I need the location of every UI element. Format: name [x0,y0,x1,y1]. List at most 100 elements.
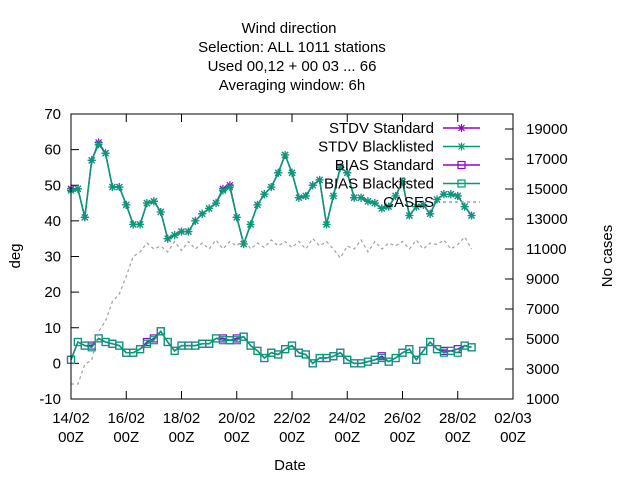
bias-standard-line [70,330,472,365]
stdv-blacklisted-point [398,177,407,186]
stdv-blacklisted-point [433,195,442,204]
stdv-blacklisted-point [391,191,400,200]
y-tick-label: 50 [44,177,61,194]
y2-tick-label: 11000 [526,241,567,258]
y2-tick-label: 15000 [526,181,568,198]
stdv-blacklisted-point [322,220,331,229]
stdv-blacklisted-point [267,183,276,192]
bias-blacklisted-point [260,353,269,363]
x-tick-label-time: 00Z [113,429,139,446]
stdv-blacklisted-point [260,190,269,199]
stdv-blacklisted-point [288,168,296,177]
stdv-blacklisted-point [232,213,241,222]
stdv-blacklisted-point [370,199,379,208]
stdv-blacklisted-point [281,150,290,159]
bias-blacklisted-point [163,337,172,347]
stdv-blacklisted-point [163,234,172,243]
bias-blacklisted-point [205,339,214,348]
y2-tick-label: 1000 [526,391,559,408]
y-tick-label: 20 [44,284,61,301]
legend-label: BIAS Standard [335,157,434,174]
bias-blacklisted-point [170,346,179,356]
bias-blacklisted-point [301,350,310,359]
title-line-2: Selection: ALL 1011 stations [198,39,386,56]
y-tick-label: 60 [44,142,61,159]
stdv-blacklisted-point [149,197,158,206]
stdv-blacklisted-point [467,211,476,220]
legend-marker [457,179,466,188]
stdv-blacklisted-point [357,193,366,202]
legend-label: STDV Standard [329,120,434,137]
x-axis-label: Date [274,457,306,474]
bias-blacklisted-point [419,346,428,356]
stdv-blacklisted-point [377,204,386,213]
stdv-blacklisted-point [122,200,131,209]
legend-label: STDV Blacklisted [318,139,434,156]
stdv-blacklisted-point [405,211,414,220]
x-tick-label-day: 20/02 [218,410,256,427]
stdv-blacklisted-point [87,156,96,165]
x-tick-label-day: 16/02 [107,410,145,427]
y-axis-label: deg [7,243,24,268]
legend-label: CASES [383,194,434,211]
legend-marker [457,160,466,170]
bias-blacklisted-point [287,341,297,350]
stdv-blacklisted-point [439,190,448,199]
stdv-blacklisted-point [205,204,214,213]
legend-marker [457,142,466,151]
bias-blacklisted-point [274,350,283,359]
bias-blacklisted-point [156,327,165,336]
stdv-blacklisted-point [446,190,455,199]
bias-blacklisted-line [70,330,472,365]
y2-tick-label: 19000 [526,121,568,138]
stdv-blacklisted-point [253,200,262,209]
stdv-blacklisted-point [301,191,310,200]
stdv-blacklisted-point [336,163,345,172]
bias-blacklisted-point [308,359,317,368]
legend-marker [457,124,466,132]
stdv-blacklisted-point [108,183,117,192]
x-tick-label-day: 22/02 [273,410,311,427]
stdv-blacklisted-point [225,183,234,192]
x-tick-label-day: 28/02 [439,410,477,427]
stdv-blacklisted-point [94,140,103,149]
x-tick-label-time: 00Z [390,429,416,446]
stdv-blacklisted-point [80,213,89,222]
y2-axis-label: No cases [599,225,616,288]
bias-blacklisted-point [253,346,262,356]
stdv-blacklisted-point [212,199,221,208]
stdv-blacklisted-point [136,220,145,229]
stdv-blacklisted-point [129,220,138,229]
bias-blacklisted-point [135,345,145,354]
y-tick-label: 10 [44,320,61,337]
stdv-blacklisted-point [246,220,255,229]
y2-tick-label: 17000 [526,151,568,168]
stdv-blacklisted-point [73,184,82,193]
title-line-1: Wind direction [241,20,336,37]
y-tick-label: 0 [53,355,61,372]
stdv-blacklisted-point [384,202,393,211]
bias-blacklisted-point [115,341,124,350]
legend-label: BIAS Blacklisted [324,176,434,193]
stdv-blacklisted-point [343,168,352,177]
x-tick-label-time: 00Z [58,429,84,446]
stdv-blacklisted-point [101,149,110,158]
stdv-blacklisted-point [115,183,124,192]
stdv-blacklisted-point [184,227,193,236]
x-tick-label-day: 26/02 [384,410,422,427]
x-tick-label-time: 00Z [279,429,305,446]
chart-title: Wind direction Selection: ALL 1011 stati… [198,20,386,94]
x-tick-label-day: 24/02 [328,410,366,427]
stdv-blacklisted-point [453,191,462,200]
bias-blacklisted-point [336,348,345,357]
y2-tick-label: 9000 [526,271,559,288]
x-tick-label-time: 00Z [500,429,526,446]
title-line-4: Averaging window: 6h [219,77,365,94]
plot-frame [70,113,514,400]
x-tick-label-day: 18/02 [163,410,201,427]
title-line-3: Used 00,12 + 00 03 ... 66 [208,58,377,75]
stdv-blacklisted-point [315,175,324,184]
stdv-blacklisted-point [294,193,303,202]
